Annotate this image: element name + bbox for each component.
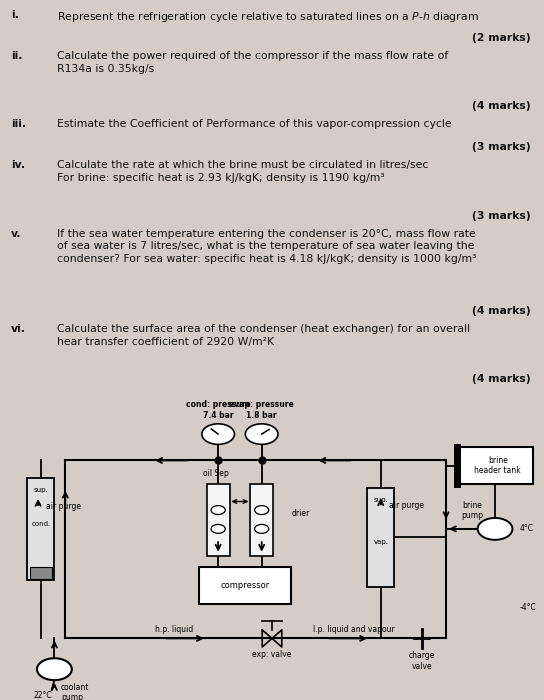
- Text: coolant
pump: coolant pump: [61, 683, 89, 700]
- Text: (3 marks): (3 marks): [472, 211, 530, 220]
- Bar: [30, 566, 52, 578]
- Text: exp: valve: exp: valve: [252, 650, 292, 659]
- Text: evap: pressure
1.8 bar: evap: pressure 1.8 bar: [229, 400, 294, 420]
- Text: If the sea water temperature entering the condenser is 20°C, mass flow rate
of s: If the sea water temperature entering th…: [57, 229, 477, 264]
- Text: drier: drier: [292, 509, 310, 517]
- Text: i.: i.: [11, 10, 18, 20]
- Text: (4 marks): (4 marks): [472, 102, 530, 111]
- Text: 22°C: 22°C: [33, 692, 52, 700]
- Text: 4°C: 4°C: [520, 524, 534, 533]
- Text: (4 marks): (4 marks): [472, 374, 530, 384]
- Text: compressor: compressor: [220, 581, 269, 590]
- Text: oil Sep: oil Sep: [202, 468, 228, 477]
- Circle shape: [245, 424, 278, 444]
- Bar: [27, 477, 54, 580]
- Circle shape: [478, 518, 512, 540]
- Text: cond: pressure
7.4 bar: cond: pressure 7.4 bar: [186, 400, 251, 420]
- Text: (2 marks): (2 marks): [472, 33, 530, 43]
- Text: h.p. liquid: h.p. liquid: [155, 625, 193, 634]
- Text: iii.: iii.: [11, 119, 26, 130]
- Text: vi.: vi.: [11, 324, 26, 334]
- Text: ii.: ii.: [11, 51, 22, 61]
- Circle shape: [255, 505, 269, 514]
- Text: air purge: air purge: [389, 501, 424, 510]
- Text: cond.: cond.: [31, 521, 51, 527]
- Text: brine
pump: brine pump: [461, 501, 483, 520]
- Circle shape: [202, 424, 234, 444]
- Text: (4 marks): (4 marks): [472, 306, 530, 316]
- Text: Estimate the Coefficient of Performance of this vapor-compression cycle: Estimate the Coefficient of Performance …: [57, 119, 452, 130]
- Text: Represent the refrigeration cycle relative to saturated lines on a $P$-$h$ diagr: Represent the refrigeration cycle relati…: [57, 10, 479, 24]
- Text: sup.: sup.: [373, 497, 388, 503]
- Text: (3 marks): (3 marks): [472, 142, 530, 153]
- Circle shape: [211, 505, 225, 514]
- Circle shape: [255, 524, 269, 533]
- Bar: [199, 566, 291, 604]
- Text: l.p. liquid and vapour: l.p. liquid and vapour: [313, 625, 394, 634]
- Text: -4°C: -4°C: [520, 603, 536, 612]
- Text: sup.: sup.: [33, 486, 48, 493]
- Bar: [250, 484, 273, 556]
- Bar: [207, 484, 230, 556]
- Text: Calculate the power required of the compressor if the mass flow rate of
R134a is: Calculate the power required of the comp…: [57, 51, 448, 74]
- Text: v.: v.: [11, 229, 21, 239]
- Circle shape: [211, 524, 225, 533]
- Text: brine
header tank: brine header tank: [474, 456, 521, 475]
- Text: vap.: vap.: [373, 540, 388, 545]
- Bar: [367, 488, 394, 587]
- Text: charge
valve: charge valve: [409, 652, 435, 671]
- Bar: [457, 447, 533, 484]
- Text: Calculate the surface area of the condenser (heat exchanger) for an overall
hear: Calculate the surface area of the conden…: [57, 324, 470, 346]
- Circle shape: [37, 658, 72, 680]
- Text: iv.: iv.: [11, 160, 25, 170]
- Text: Calculate the rate at which the brine must be circulated in litres/sec
For brine: Calculate the rate at which the brine mu…: [57, 160, 429, 183]
- Text: air purge: air purge: [46, 502, 81, 511]
